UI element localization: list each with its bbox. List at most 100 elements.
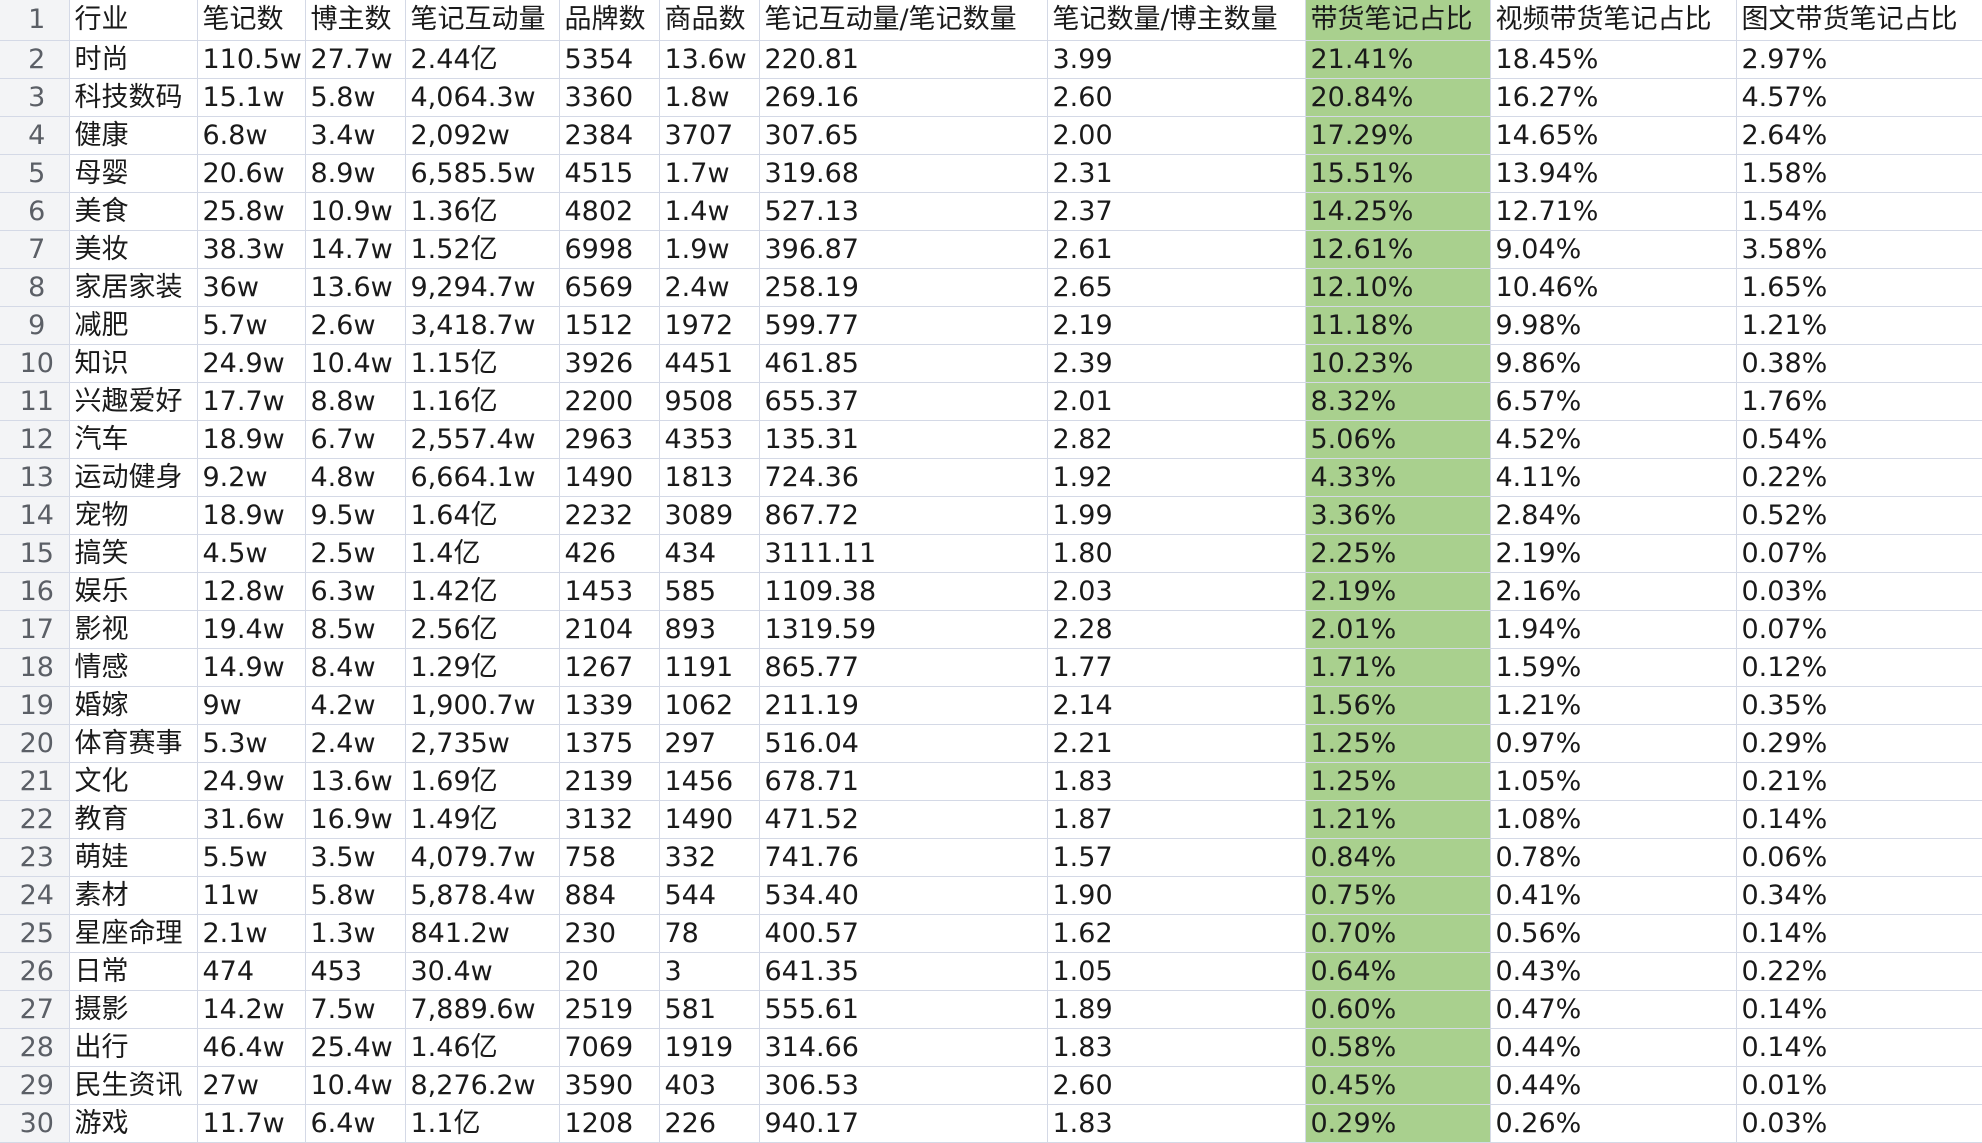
- row-number[interactable]: 2: [0, 40, 70, 79]
- table-cell[interactable]: 20: [559, 952, 660, 991]
- table-cell[interactable]: 220.81: [759, 40, 1048, 79]
- table-cell[interactable]: 14.9w: [197, 648, 306, 687]
- table-cell[interactable]: 教育: [69, 800, 198, 839]
- table-cell[interactable]: 314.66: [759, 1028, 1048, 1067]
- table-cell[interactable]: 4.11%: [1490, 458, 1737, 497]
- table-cell[interactable]: 1.90: [1047, 876, 1306, 915]
- table-cell[interactable]: 2.19%: [1490, 534, 1737, 573]
- table-cell[interactable]: 2.60: [1047, 78, 1306, 117]
- table-cell[interactable]: 情感: [69, 648, 198, 687]
- table-cell[interactable]: 2.5w: [305, 534, 406, 573]
- table-cell[interactable]: 时尚: [69, 40, 198, 79]
- table-cell[interactable]: 0.03%: [1736, 572, 1982, 611]
- row-number[interactable]: 17: [0, 610, 70, 649]
- table-cell[interactable]: 4451: [659, 344, 760, 383]
- table-cell[interactable]: 30.4w: [405, 952, 560, 991]
- table-cell[interactable]: 1972: [659, 306, 760, 345]
- table-cell[interactable]: 211.19: [759, 686, 1048, 725]
- table-cell[interactable]: 0.75%: [1305, 876, 1491, 915]
- table-cell[interactable]: 4.52%: [1490, 420, 1737, 459]
- row-number[interactable]: 1: [0, 0, 70, 41]
- table-cell[interactable]: 655.37: [759, 382, 1048, 421]
- table-cell[interactable]: 1.56%: [1305, 686, 1491, 725]
- table-cell[interactable]: 1.05%: [1490, 762, 1737, 801]
- table-cell[interactable]: 0.41%: [1490, 876, 1737, 915]
- table-cell[interactable]: 2.4w: [305, 724, 406, 763]
- column-header[interactable]: 带货笔记占比: [1305, 0, 1491, 41]
- column-header[interactable]: 笔记数: [197, 0, 306, 41]
- table-cell[interactable]: 15.1w: [197, 78, 306, 117]
- table-cell[interactable]: 27w: [197, 1066, 306, 1105]
- table-cell[interactable]: 1.83: [1047, 762, 1306, 801]
- table-cell[interactable]: 1.7w: [659, 154, 760, 193]
- table-cell[interactable]: 2.19: [1047, 306, 1306, 345]
- table-cell[interactable]: 2384: [559, 116, 660, 155]
- column-header[interactable]: 商品数: [659, 0, 760, 41]
- table-cell[interactable]: 婚嫁: [69, 686, 198, 725]
- table-cell[interactable]: 534.40: [759, 876, 1048, 915]
- table-cell[interactable]: 2.60: [1047, 1066, 1306, 1105]
- table-cell[interactable]: 2.03: [1047, 572, 1306, 611]
- table-cell[interactable]: 11w: [197, 876, 306, 915]
- table-cell[interactable]: 884: [559, 876, 660, 915]
- table-cell[interactable]: 1.21%: [1736, 306, 1982, 345]
- table-cell[interactable]: 555.61: [759, 990, 1048, 1029]
- table-cell[interactable]: 403: [659, 1066, 760, 1105]
- table-cell[interactable]: 1.87: [1047, 800, 1306, 839]
- table-cell[interactable]: 474: [197, 952, 306, 991]
- table-cell[interactable]: 17.7w: [197, 382, 306, 421]
- row-number[interactable]: 30: [0, 1104, 70, 1143]
- table-cell[interactable]: 2104: [559, 610, 660, 649]
- table-cell[interactable]: 1.29亿: [405, 648, 560, 687]
- table-cell[interactable]: 0.45%: [1305, 1066, 1491, 1105]
- table-cell[interactable]: 1.65%: [1736, 268, 1982, 307]
- table-cell[interactable]: 0.60%: [1305, 990, 1491, 1029]
- table-cell[interactable]: 1.4亿: [405, 534, 560, 573]
- table-cell[interactable]: 2.16%: [1490, 572, 1737, 611]
- table-cell[interactable]: 20.6w: [197, 154, 306, 193]
- table-cell[interactable]: 17.29%: [1305, 116, 1491, 155]
- row-number[interactable]: 13: [0, 458, 70, 497]
- table-cell[interactable]: 搞笑: [69, 534, 198, 573]
- table-cell[interactable]: 78: [659, 914, 760, 953]
- table-cell[interactable]: 星座命理: [69, 914, 198, 953]
- table-cell[interactable]: 516.04: [759, 724, 1048, 763]
- table-cell[interactable]: 135.31: [759, 420, 1048, 459]
- table-cell[interactable]: 3707: [659, 116, 760, 155]
- table-cell[interactable]: 1.58%: [1736, 154, 1982, 193]
- row-number[interactable]: 23: [0, 838, 70, 877]
- table-cell[interactable]: 461.85: [759, 344, 1048, 383]
- table-cell[interactable]: 1.71%: [1305, 648, 1491, 687]
- table-cell[interactable]: 1.05: [1047, 952, 1306, 991]
- table-cell[interactable]: 3590: [559, 1066, 660, 1105]
- table-cell[interactable]: 319.68: [759, 154, 1048, 193]
- table-cell[interactable]: 1.59%: [1490, 648, 1737, 687]
- table-cell[interactable]: 0.47%: [1490, 990, 1737, 1029]
- table-cell[interactable]: 400.57: [759, 914, 1048, 953]
- table-cell[interactable]: 1208: [559, 1104, 660, 1143]
- table-cell[interactable]: 11.18%: [1305, 306, 1491, 345]
- table-cell[interactable]: 2.00: [1047, 116, 1306, 155]
- row-number[interactable]: 11: [0, 382, 70, 421]
- table-cell[interactable]: 18.9w: [197, 420, 306, 459]
- table-cell[interactable]: 14.65%: [1490, 116, 1737, 155]
- table-cell[interactable]: 1.94%: [1490, 610, 1737, 649]
- column-header[interactable]: 视频带货笔记占比: [1490, 0, 1737, 41]
- table-cell[interactable]: 110.5w: [197, 40, 306, 79]
- row-number[interactable]: 12: [0, 420, 70, 459]
- row-number[interactable]: 18: [0, 648, 70, 687]
- table-cell[interactable]: 3.36%: [1305, 496, 1491, 535]
- table-cell[interactable]: 1319.59: [759, 610, 1048, 649]
- table-cell[interactable]: 0.29%: [1736, 724, 1982, 763]
- table-cell[interactable]: 0.56%: [1490, 914, 1737, 953]
- table-cell[interactable]: 游戏: [69, 1104, 198, 1143]
- table-cell[interactable]: 0.22%: [1736, 458, 1982, 497]
- table-cell[interactable]: 9508: [659, 382, 760, 421]
- row-number[interactable]: 16: [0, 572, 70, 611]
- table-cell[interactable]: 14.2w: [197, 990, 306, 1029]
- table-cell[interactable]: 0.38%: [1736, 344, 1982, 383]
- table-cell[interactable]: 知识: [69, 344, 198, 383]
- row-number[interactable]: 6: [0, 192, 70, 231]
- table-cell[interactable]: 2.1w: [197, 914, 306, 953]
- table-cell[interactable]: 2,557.4w: [405, 420, 560, 459]
